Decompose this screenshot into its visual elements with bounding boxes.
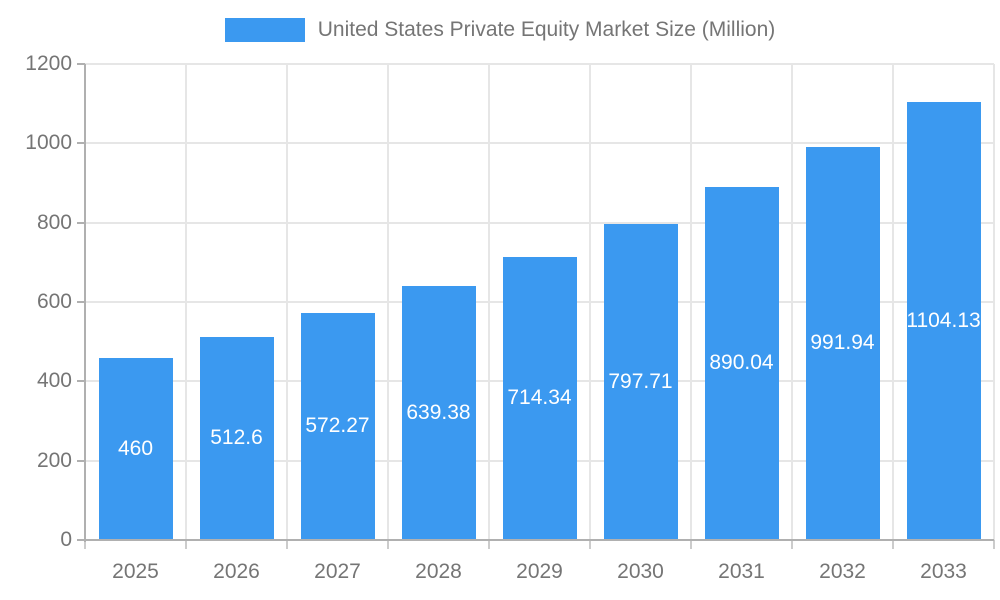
y-axis-line <box>84 64 86 542</box>
y-axis-label: 1200 <box>25 52 72 75</box>
y-axis-tick <box>77 539 85 541</box>
bar-value-label: 639.38 <box>406 401 471 425</box>
gridline-horizontal <box>85 142 994 145</box>
x-axis-tick <box>387 540 389 549</box>
gridline-vertical <box>690 64 692 540</box>
x-axis-label: 2028 <box>415 560 462 583</box>
legend[interactable]: United States Private Equity Market Size… <box>0 18 1000 42</box>
x-axis-label: 2025 <box>112 560 159 583</box>
bar-value-label: 1104.13 <box>906 309 981 332</box>
x-axis-label: 2030 <box>617 560 664 583</box>
gridline-vertical <box>791 64 793 540</box>
bar: 714.34 <box>502 256 577 540</box>
y-axis-label: 1000 <box>25 131 72 155</box>
y-axis-label: 0 <box>60 528 72 551</box>
bar: 639.38 <box>401 286 476 540</box>
x-axis-label: 2031 <box>718 560 765 583</box>
x-axis-tick <box>488 540 490 549</box>
y-axis-label: 800 <box>36 210 72 234</box>
y-axis-tick <box>77 380 85 383</box>
x-axis-label: 2026 <box>213 560 260 583</box>
y-axis-tick <box>77 142 85 145</box>
bar-value-label: 890.04 <box>709 351 774 375</box>
y-axis-tick <box>77 459 85 462</box>
y-axis-tick <box>77 221 85 224</box>
gridline-vertical <box>892 64 894 540</box>
bar-value-label: 797.71 <box>608 369 673 393</box>
legend-title[interactable]: United States Private Equity Market Size… <box>317 18 776 41</box>
bar-value-label: 991.94 <box>810 331 875 355</box>
x-axis-tick <box>892 540 894 549</box>
x-axis-tick <box>589 540 591 549</box>
bar-value-label: 460 <box>117 436 154 460</box>
y-axis-tick <box>77 63 85 65</box>
gridline-vertical <box>387 64 389 540</box>
bar: 797.71 <box>603 223 678 540</box>
bar: 460 <box>98 357 173 540</box>
gridline-vertical <box>286 64 288 540</box>
gridline-vertical <box>488 64 490 540</box>
x-axis-line <box>85 539 994 541</box>
gridline-vertical <box>185 64 187 540</box>
x-axis-label: 2033 <box>920 560 967 583</box>
y-axis-label: 600 <box>36 290 72 313</box>
x-axis-tick <box>690 540 692 549</box>
x-axis-label: 2029 <box>516 560 563 583</box>
y-axis-tick <box>77 301 85 303</box>
bar: 572.27 <box>300 312 375 540</box>
bar-value-label: 714.34 <box>507 386 572 410</box>
x-axis-label: 2027 <box>314 560 361 583</box>
x-axis-tick <box>993 540 995 549</box>
x-axis-tick <box>185 540 187 549</box>
bar: 1104.13 <box>906 102 981 540</box>
gridline-horizontal <box>85 63 994 65</box>
x-axis-label: 2032 <box>819 560 866 583</box>
legend-swatch-icon[interactable] <box>224 18 305 42</box>
bar-value-label: 512.6 <box>210 426 263 450</box>
y-axis-label: 200 <box>36 448 72 472</box>
gridline-vertical <box>589 64 591 540</box>
x-axis-tick <box>84 540 86 549</box>
y-axis-label: 400 <box>36 369 72 393</box>
x-axis-tick <box>286 540 288 549</box>
x-axis-tick <box>791 540 793 549</box>
gridline-horizontal <box>85 221 994 224</box>
bar: 512.6 <box>199 336 274 540</box>
bar: 890.04 <box>704 186 779 540</box>
bar: 991.94 <box>805 146 880 540</box>
bar-value-label: 572.27 <box>305 414 370 438</box>
gridline-vertical <box>993 64 995 540</box>
